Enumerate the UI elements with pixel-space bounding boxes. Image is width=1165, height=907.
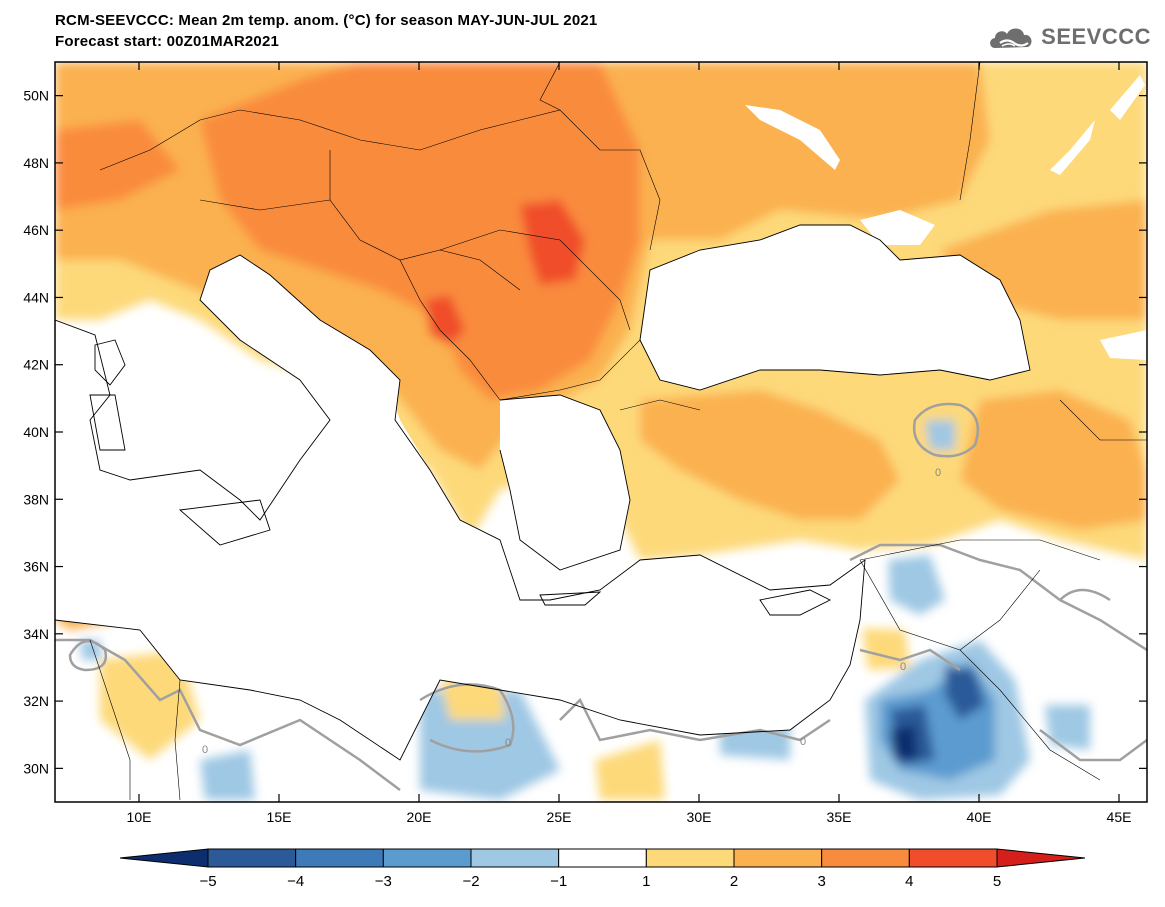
country-borders bbox=[89, 62, 1147, 801]
colorbar-label: 5 bbox=[993, 873, 1001, 890]
lon-tick-label: 20E bbox=[407, 809, 432, 825]
map-title: RCM-SEEVCCC: Mean 2m temp. anom. (°C) fo… bbox=[55, 12, 598, 29]
colorbar-label: 2 bbox=[730, 873, 738, 890]
zero-contour-labels: 0 0 0 0 0 bbox=[202, 467, 941, 756]
lat-tick-label: 48N bbox=[23, 155, 49, 171]
lakes bbox=[745, 75, 1145, 175]
lat-tick-label: 34N bbox=[23, 626, 49, 642]
lat-tick-label: 38N bbox=[23, 491, 49, 507]
longitude-ticks: 10E 15E 20E 25E 30E 35E 40E 45E bbox=[127, 62, 1132, 825]
colorbar-label: −5 bbox=[199, 873, 216, 890]
colorbar: −5 −4 −3 −2 −1 1 2 3 4 5 bbox=[119, 848, 1086, 890]
lon-tick-label: 40E bbox=[967, 809, 992, 825]
coastlines bbox=[55, 224, 1031, 761]
seevccc-logo: SEEVCCC bbox=[987, 22, 1151, 52]
forecast-start-label: Forecast start: 00Z01MAR2021 bbox=[55, 33, 280, 50]
lon-tick-label: 25E bbox=[547, 809, 572, 825]
lon-tick-label: 45E bbox=[1107, 809, 1132, 825]
colorbar-swatch bbox=[821, 848, 910, 868]
zero-contours bbox=[55, 402, 1147, 791]
zero-label: 0 bbox=[505, 737, 511, 749]
colorbar-extend-high bbox=[996, 848, 1086, 868]
colorbar-label: −2 bbox=[462, 873, 479, 890]
colorbar-label: 3 bbox=[817, 873, 825, 890]
zero-label: 0 bbox=[900, 661, 906, 673]
colorbar-swatch bbox=[382, 848, 472, 868]
colorbar-swatch bbox=[908, 848, 998, 868]
colorbar-label: −3 bbox=[375, 873, 392, 890]
zero-label: 0 bbox=[202, 744, 208, 756]
zero-label: 0 bbox=[800, 736, 806, 748]
sea-areas bbox=[55, 210, 1147, 800]
lon-tick-label: 15E bbox=[267, 809, 292, 825]
cloud-icon bbox=[990, 28, 1032, 48]
lon-tick-label: 35E bbox=[827, 809, 852, 825]
lat-tick-label: 50N bbox=[23, 88, 49, 104]
colorbar-label: 1 bbox=[642, 873, 650, 890]
colorbar-label: −1 bbox=[550, 873, 567, 890]
colorbar-swatch bbox=[645, 848, 735, 868]
colorbar-extend-low bbox=[119, 848, 209, 868]
colorbar-label: −4 bbox=[287, 873, 304, 890]
lat-tick-label: 36N bbox=[23, 559, 49, 575]
anomaly-field: 0 0 0 0 0 bbox=[55, 62, 1147, 802]
lat-tick-label: 44N bbox=[23, 289, 49, 305]
zero-label: 0 bbox=[935, 467, 941, 479]
lat-tick-label: 40N bbox=[23, 424, 49, 440]
lon-tick-label: 10E bbox=[127, 809, 152, 825]
lat-tick-label: 32N bbox=[23, 693, 49, 709]
logo-text: SEEVCCC bbox=[1041, 24, 1151, 49]
colorbar-label: 4 bbox=[905, 873, 913, 890]
lon-tick-label: 30E bbox=[687, 809, 712, 825]
colorbar-swatch bbox=[558, 848, 647, 868]
colorbar-swatch bbox=[207, 848, 297, 868]
lat-tick-label: 30N bbox=[23, 760, 49, 776]
colorbar-swatch bbox=[470, 848, 560, 868]
lat-tick-label: 42N bbox=[23, 357, 49, 373]
colorbar-swatch bbox=[733, 848, 823, 868]
latitude-ticks: 30N 32N 34N 36N 38N 40N 42N 44N 46N 48N 50N bbox=[23, 88, 1147, 776]
colorbar-swatch bbox=[295, 848, 384, 868]
lat-tick-label: 46N bbox=[23, 222, 49, 238]
